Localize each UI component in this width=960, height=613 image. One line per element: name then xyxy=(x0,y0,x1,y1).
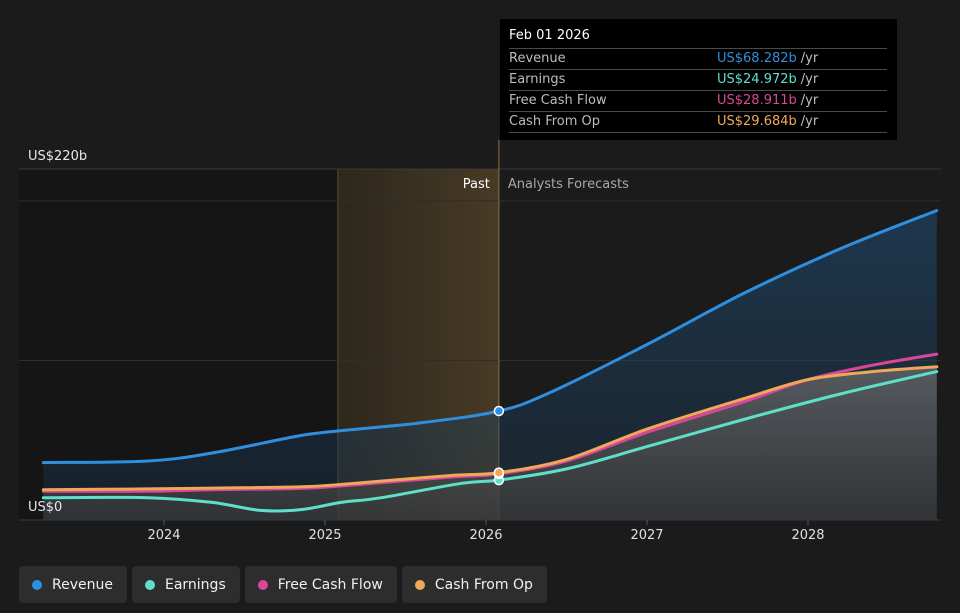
legend-label: Revenue xyxy=(52,576,113,593)
x-tick-label: 2025 xyxy=(308,528,341,543)
tooltip-row-free-cash-flow: Free Cash Flow US$28.911b/yr xyxy=(509,90,887,111)
legend-dot-icon xyxy=(414,579,425,590)
x-tick-label: 2026 xyxy=(469,528,502,543)
tooltip-unit: /yr xyxy=(800,114,819,129)
tooltip-date: Feb 01 2026 xyxy=(509,28,590,43)
legend-label: Earnings xyxy=(164,576,226,593)
y-axis-top-label: US$220b xyxy=(28,149,87,164)
cash-from-op-area xyxy=(43,366,937,520)
legend: Revenue Earnings Free Cash Flow Cash From O… xyxy=(19,566,547,603)
forecast-label: Analysts Forecasts xyxy=(508,177,629,192)
x-tick-label: 2024 xyxy=(147,528,180,543)
tooltip-series-value: US$29.684b xyxy=(717,114,797,129)
tooltip-row-earnings: Earnings US$24.972b/yr xyxy=(509,69,887,90)
tooltip-row-revenue: Revenue US$68.282b/yr xyxy=(509,48,887,69)
tooltip-unit: /yr xyxy=(800,72,819,87)
legend-label: Cash From Op xyxy=(434,576,533,593)
x-tick-label: 2028 xyxy=(791,528,824,543)
earnings-line xyxy=(41,370,939,513)
tooltip-unit: /yr xyxy=(800,93,819,108)
cash-from-op-marker xyxy=(493,467,505,478)
past-label: Past xyxy=(463,177,490,192)
y-axis-bottom-label: US$0 xyxy=(28,500,62,515)
chart-area: US$220b US$0 Past Analysts Forecasts 2024 202… xyxy=(19,140,941,543)
legend-dot-icon xyxy=(257,579,268,590)
tooltip-series-value: US$24.972b xyxy=(717,72,797,87)
legend-label: Free Cash Flow xyxy=(277,576,383,593)
tooltip: Feb 01 2026 Revenue US$68.282b/yr Earnings… xyxy=(500,19,897,140)
tooltip-row-cash-from-op: Cash From Op US$29.684b/yr xyxy=(509,111,887,133)
revenue-marker xyxy=(493,405,505,417)
tooltip-unit: /yr xyxy=(800,51,819,66)
tooltip-series-value: US$28.911b xyxy=(717,93,797,108)
legend-item-revenue[interactable]: Revenue xyxy=(19,566,127,603)
revenue-line xyxy=(41,209,939,465)
legend-dot-icon xyxy=(32,579,42,590)
tooltip-series-name: Revenue xyxy=(509,51,566,66)
legend-item-cash-from-op[interactable]: Cash From Op xyxy=(401,566,547,603)
tooltip-series-value: US$68.282b xyxy=(717,51,797,66)
x-tick-label: 2027 xyxy=(630,528,663,543)
legend-dot-icon xyxy=(144,579,155,590)
tooltip-series-name: Cash From Op xyxy=(509,114,601,129)
legend-item-earnings[interactable]: Earnings xyxy=(131,566,240,603)
legend-item-free-cash-flow[interactable]: Free Cash Flow xyxy=(244,566,397,603)
tooltip-series-name: Earnings xyxy=(509,72,566,87)
tooltip-series-name: Free Cash Flow xyxy=(509,93,607,108)
